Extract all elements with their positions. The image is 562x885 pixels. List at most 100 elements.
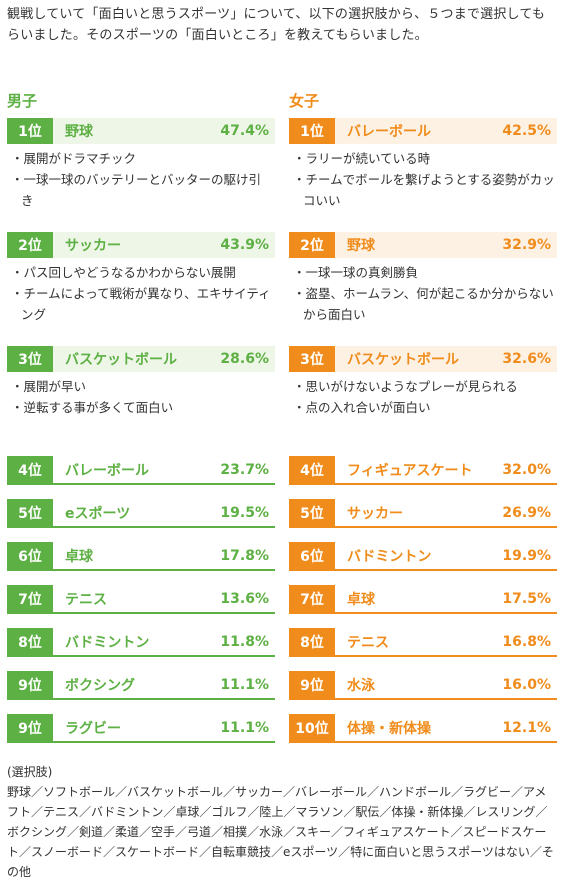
rank-badge: 6位 [289, 542, 335, 569]
rank-badge: 5位 [289, 499, 335, 526]
sport-name: サッカー [65, 238, 121, 254]
percentage-label: 12.1% [502, 719, 551, 736]
male-heading: 男子 [7, 92, 38, 110]
sport-name: バスケットボール [65, 352, 177, 368]
top-rank-row: 2位 野球 32.9% [289, 232, 557, 258]
top-rank-row: 1位 野球 47.4% [7, 118, 275, 144]
choices-list: 野球／ソフトボール／バスケットボール／サッカー／バレーボール／ハンドボール／ラグ… [7, 785, 554, 879]
percentage-label: 17.8% [220, 547, 269, 564]
comment-list: ・ラリーが続いている時・チームでボールを繋げようとする姿勢がカッコいい [293, 148, 555, 211]
percentage-label: 16.0% [502, 676, 551, 693]
rank-badge: 1位 [289, 118, 335, 144]
comment-list: ・パス回しやどうなるかわからない展開・チームによって戦術が異なり、エキサイティン… [11, 262, 273, 325]
comment-item: ・チームによって戦術が異なり、エキサイティング [11, 286, 271, 322]
comment-list: ・展開がドラマチック・一球一球のバッテリーとバッターの駆け引き [11, 148, 273, 211]
sport-name: ボクシング [65, 677, 135, 694]
rank-badge: 8位 [289, 628, 335, 655]
sport-name: 水泳 [347, 677, 375, 694]
sport-name: テニス [347, 634, 389, 651]
rank-badge: 3位 [7, 346, 53, 372]
choices-section: (選択肢) 野球／ソフトボール／バスケットボール／サッカー／バレーボール／ハンド… [7, 762, 557, 882]
percentage-label: 47.4% [220, 123, 269, 139]
percentage-label: 28.6% [220, 351, 269, 367]
comment-item: ・逆転する事が多くて面白い [11, 400, 174, 415]
percentage-label: 32.6% [502, 351, 551, 367]
rank-badge: 8位 [7, 628, 53, 655]
comment-item: ・点の入れ合いが面白い [293, 400, 431, 415]
sport-name: バレーボール [347, 124, 431, 140]
percentage-label: 26.9% [502, 504, 551, 521]
rank-badge: 2位 [7, 232, 53, 258]
rank-badge: 10位 [289, 714, 335, 741]
percentage-label: 11.1% [220, 676, 269, 693]
female-heading: 女子 [289, 92, 320, 110]
rank-badge: 9位 [7, 714, 53, 741]
percentage-label: 43.9% [220, 237, 269, 253]
rank-row: 7位 テニス 13.6% [7, 585, 275, 614]
rank-badge: 7位 [289, 585, 335, 612]
rank-badge: 7位 [7, 585, 53, 612]
rank-badge: 2位 [289, 232, 335, 258]
rank-row: 9位 水泳 16.0% [289, 671, 557, 700]
sport-name: ラグビー [65, 720, 121, 737]
rank-row: 10位 体操・新体操 12.1% [289, 714, 557, 743]
sport-name: サッカー [347, 505, 403, 522]
comment-list: ・思いがけないようなプレーが見られる ・点の入れ合いが面白い [293, 376, 555, 418]
top-rank-row: 2位 サッカー 43.9% [7, 232, 275, 258]
comment-item: ・パス回しやどうなるかわからない展開 [11, 265, 236, 280]
percentage-label: 32.9% [502, 237, 551, 253]
rank-badge: 9位 [289, 671, 335, 698]
sport-name: 卓球 [347, 591, 375, 608]
percentage-label: 32.0% [502, 461, 551, 478]
rank-row: 5位 サッカー 26.9% [289, 499, 557, 528]
comment-item: ・一球一球の真剣勝負 [293, 265, 419, 280]
sport-name: バスケットボール [347, 352, 459, 368]
rank-badge: 3位 [289, 346, 335, 372]
sport-name: バドミントン [65, 634, 150, 651]
percentage-label: 11.1% [220, 719, 269, 736]
sport-name: バレーボール [65, 462, 149, 479]
percentage-label: 13.6% [220, 590, 269, 607]
top-rank-row: 3位 バスケットボール 32.6% [289, 346, 557, 372]
rank-row: 4位 フィギュアスケート 32.0% [289, 456, 557, 485]
rank-row: 7位 卓球 17.5% [289, 585, 557, 614]
sport-name: テニス [65, 591, 107, 608]
rank-badge: 9位 [7, 671, 53, 698]
comment-item: ・一球一球のバッテリーとバッターの駆け引き [11, 172, 262, 208]
sport-name: フィギュアスケート [347, 462, 473, 479]
comment-item: ・展開がドラマチック [11, 151, 137, 166]
rank-row: 6位 バドミントン 19.9% [289, 542, 557, 571]
rank-badge: 4位 [289, 456, 335, 483]
rank-row: 5位 eスポーツ 19.5% [7, 499, 275, 528]
rank-badge: 5位 [7, 499, 53, 526]
percentage-label: 17.5% [502, 590, 551, 607]
sport-name: バドミントン [347, 548, 432, 565]
rank-badge: 6位 [7, 542, 53, 569]
top-rank-row: 3位 バスケットボール 28.6% [7, 346, 275, 372]
rank-badge: 1位 [7, 118, 53, 144]
intro-text: 観戦していて「面白いと思うスポーツ」について、以下の選択肢から、５つまで選択して… [7, 7, 546, 43]
choices-label: (選択肢) [7, 765, 53, 779]
rank-row: 4位 バレーボール 23.7% [7, 456, 275, 485]
comment-item: ・展開が早い [11, 379, 87, 394]
sport-name: 体操・新体操 [347, 720, 431, 737]
comment-list: ・一球一球の真剣勝負・盗塁、ホームラン、何が起こるか分からないから面白い [293, 262, 555, 325]
percentage-label: 23.7% [220, 461, 269, 478]
comment-item: ・ラリーが続いている時 [293, 151, 431, 166]
comment-item: ・チームでボールを繋げようとする姿勢がカッコいい [293, 172, 555, 208]
rank-row: 9位 ラグビー 11.1% [7, 714, 275, 743]
rank-row: 8位 バドミントン 11.8% [7, 628, 275, 657]
rank-row: 8位 テニス 16.8% [289, 628, 557, 657]
percentage-label: 16.8% [502, 633, 551, 650]
rank-row: 6位 卓球 17.8% [7, 542, 275, 571]
sport-name: 卓球 [65, 548, 93, 565]
percentage-label: 11.8% [220, 633, 269, 650]
rank-badge: 4位 [7, 456, 53, 483]
comment-item: ・思いがけないようなプレーが見られる [293, 379, 518, 394]
sport-name: 野球 [65, 124, 93, 140]
top-rank-row: 1位 バレーボール 42.5% [289, 118, 557, 144]
sport-name: 野球 [347, 238, 375, 254]
comment-item: ・盗塁、ホームラン、何が起こるか分からないから面白い [293, 286, 554, 322]
percentage-label: 19.5% [220, 504, 269, 521]
comment-list: ・展開が早い・逆転する事が多くて面白い [11, 376, 273, 418]
